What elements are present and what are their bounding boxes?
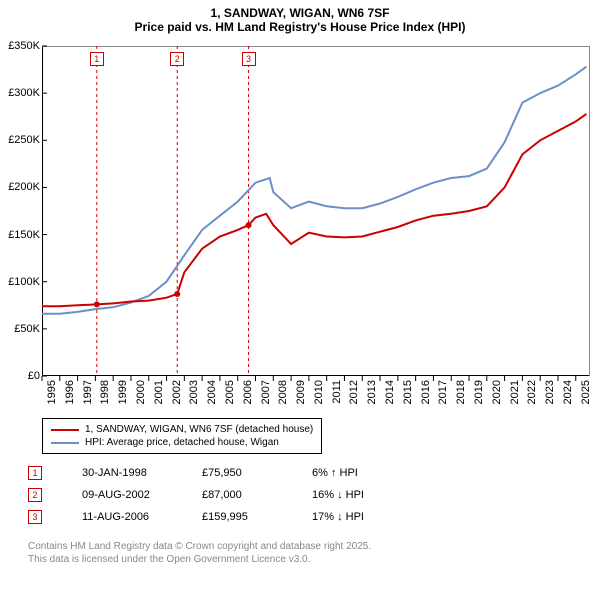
- y-tick-label: £300K: [8, 87, 40, 99]
- x-tick-label: 2012: [348, 380, 360, 404]
- x-tick-label: 2005: [224, 380, 236, 404]
- x-tick-label: 1997: [82, 380, 94, 404]
- x-tick-label: 2023: [544, 380, 556, 404]
- footnote: Contains HM Land Registry data © Crown c…: [28, 540, 371, 566]
- x-tick-label: 2014: [384, 380, 396, 404]
- legend-label-hpi: HPI: Average price, detached house, Wiga…: [85, 437, 279, 448]
- sale-date: 09-AUG-2002: [82, 489, 202, 501]
- x-tick-label: 2024: [562, 380, 574, 404]
- x-tick-label: 2015: [402, 380, 414, 404]
- sale-delta: 16% ↓ HPI: [312, 489, 412, 501]
- x-tick-label: 2021: [509, 380, 521, 404]
- y-tick-label: £0: [28, 370, 40, 382]
- chart-marker-3: 3: [242, 52, 256, 66]
- y-tick-label: £150K: [8, 229, 40, 241]
- sale-price: £75,950: [202, 467, 312, 479]
- legend-label-property: 1, SANDWAY, WIGAN, WN6 7SF (detached hou…: [85, 424, 313, 435]
- sale-price: £87,000: [202, 489, 312, 501]
- legend: 1, SANDWAY, WIGAN, WN6 7SF (detached hou…: [42, 418, 322, 454]
- sale-marker-1: 1: [28, 466, 42, 480]
- x-tick-label: 2007: [260, 380, 272, 404]
- x-tick-label: 2020: [491, 380, 503, 404]
- x-tick-label: 2013: [366, 380, 378, 404]
- x-tick-label: 1996: [64, 380, 76, 404]
- x-tick-label: 2003: [188, 380, 200, 404]
- x-tick-label: 1998: [99, 380, 111, 404]
- x-tick-label: 1999: [117, 380, 129, 404]
- x-tick-label: 2006: [242, 380, 254, 404]
- sale-marker-2: 2: [28, 488, 42, 502]
- chart-marker-2: 2: [170, 52, 184, 66]
- x-tick-label: 2000: [135, 380, 147, 404]
- x-tick-label: 2008: [277, 380, 289, 404]
- x-tick-label: 2017: [437, 380, 449, 404]
- x-tick-label: 2001: [153, 380, 165, 404]
- x-tick-label: 2011: [331, 380, 343, 404]
- sales-table: 1 30-JAN-1998 £75,950 6% ↑ HPI 2 09-AUG-…: [28, 462, 412, 528]
- sale-row: 2 09-AUG-2002 £87,000 16% ↓ HPI: [28, 484, 412, 506]
- sale-row: 1 30-JAN-1998 £75,950 6% ↑ HPI: [28, 462, 412, 484]
- sale-date: 30-JAN-1998: [82, 467, 202, 479]
- footnote-line2: This data is licensed under the Open Gov…: [28, 553, 371, 566]
- legend-swatch-property: [51, 429, 79, 431]
- y-tick-label: £350K: [8, 40, 40, 52]
- y-tick-label: £50K: [14, 323, 40, 335]
- chart-marker-1: 1: [90, 52, 104, 66]
- legend-item-hpi: HPI: Average price, detached house, Wiga…: [51, 436, 313, 449]
- y-tick-label: £100K: [8, 276, 40, 288]
- x-tick-label: 2018: [455, 380, 467, 404]
- footnote-line1: Contains HM Land Registry data © Crown c…: [28, 540, 371, 553]
- x-tick-label: 2022: [526, 380, 538, 404]
- x-tick-label: 2025: [580, 380, 592, 404]
- x-tick-label: 2019: [473, 380, 485, 404]
- x-tick-label: 2016: [420, 380, 432, 404]
- y-tick-label: £250K: [8, 134, 40, 146]
- x-tick-label: 1995: [46, 380, 58, 404]
- x-tick-label: 2010: [313, 380, 325, 404]
- sale-marker-3: 3: [28, 510, 42, 524]
- y-tick-label: £200K: [8, 181, 40, 193]
- x-tick-label: 2004: [206, 380, 218, 404]
- sale-delta: 6% ↑ HPI: [312, 467, 412, 479]
- legend-swatch-hpi: [51, 442, 79, 444]
- x-tick-label: 2009: [295, 380, 307, 404]
- sale-delta: 17% ↓ HPI: [312, 511, 412, 523]
- x-tick-label: 2002: [171, 380, 183, 404]
- sale-price: £159,995: [202, 511, 312, 523]
- legend-item-property: 1, SANDWAY, WIGAN, WN6 7SF (detached hou…: [51, 423, 313, 436]
- sale-row: 3 11-AUG-2006 £159,995 17% ↓ HPI: [28, 506, 412, 528]
- sale-date: 11-AUG-2006: [82, 511, 202, 523]
